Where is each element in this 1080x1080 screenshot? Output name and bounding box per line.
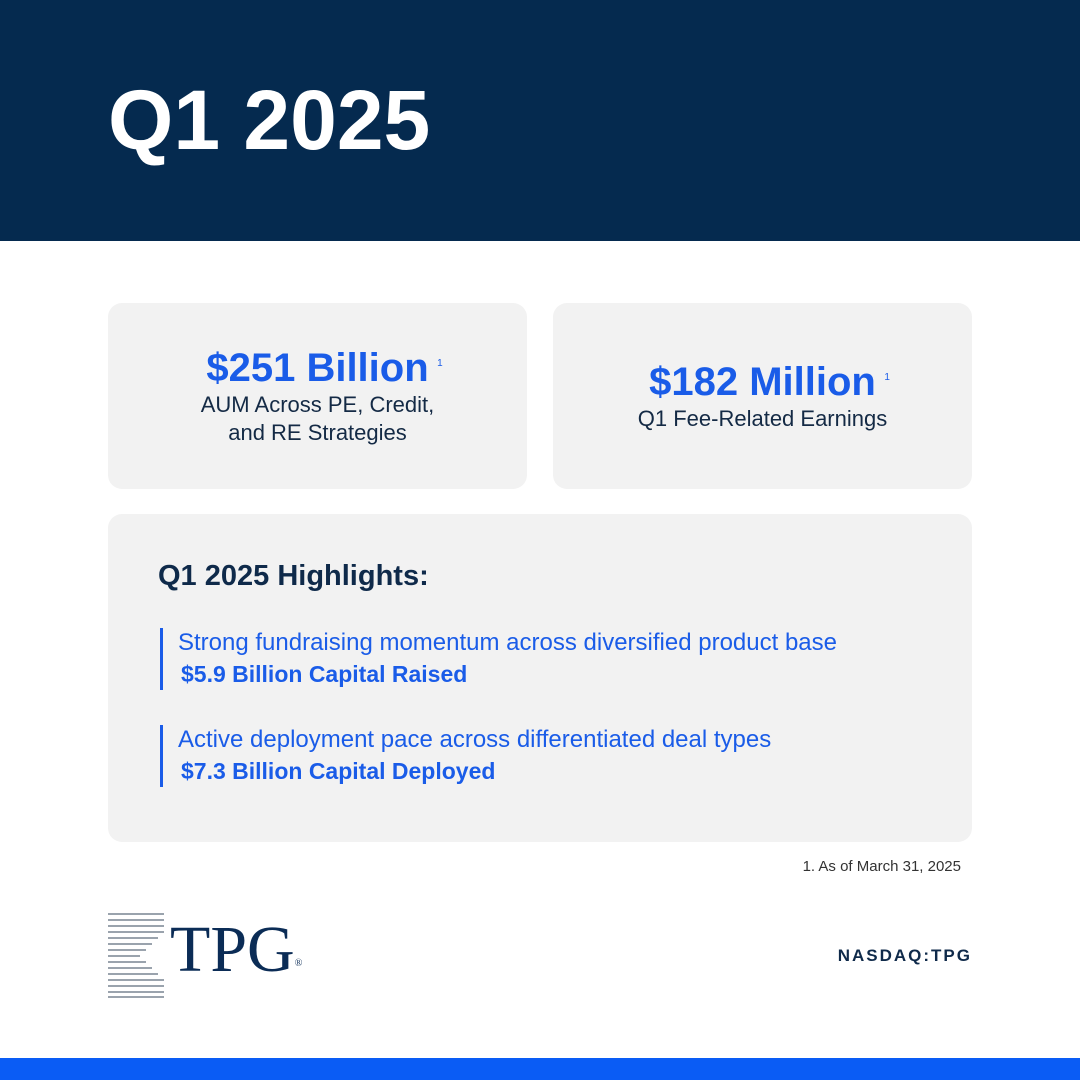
stat-value: $182 Million 1 bbox=[649, 359, 890, 405]
highlights-title: Q1 2025 Highlights: bbox=[158, 560, 429, 592]
highlight-item: Strong fundraising momentum across diver… bbox=[160, 628, 837, 690]
highlights-card bbox=[108, 514, 972, 842]
highlight-figure: $5.9 Billion Capital Raised bbox=[181, 661, 468, 687]
highlight-figure: $7.3 Billion Capital Deployed bbox=[181, 758, 496, 784]
stat-label: and RE Strategies bbox=[228, 420, 407, 445]
stat-card: $182 Million 1 Q1 Fee-Related Earnings bbox=[553, 303, 972, 489]
bottom-bar bbox=[0, 1058, 1080, 1080]
logo-stripes bbox=[108, 913, 164, 998]
logo-mark: ® bbox=[294, 958, 303, 969]
footnote: 1. As of March 31, 2025 bbox=[802, 858, 961, 875]
highlight-text: Active deployment pace across differenti… bbox=[178, 726, 772, 753]
stat-label: Q1 Fee-Related Earnings bbox=[637, 406, 888, 431]
title: Q1 2025 bbox=[108, 73, 431, 167]
footnote-ref: 1 bbox=[884, 372, 890, 383]
stat-label: AUM Across PE, Credit, bbox=[200, 392, 435, 417]
logo-text: TPG bbox=[170, 913, 295, 986]
ticker: NASDAQ:TPG bbox=[837, 946, 972, 965]
logo: TPG® bbox=[170, 912, 302, 988]
stat-value-text: $251 Billion bbox=[206, 346, 429, 390]
highlight-text: Strong fundraising momentum across diver… bbox=[178, 629, 837, 656]
header bbox=[0, 0, 1080, 241]
stat-value: $251 Billion 1 bbox=[206, 345, 442, 391]
footnote-ref: 1 bbox=[437, 358, 443, 369]
stat-value-text: $182 Million bbox=[649, 360, 876, 404]
stat-card: $251 Billion 1 AUM Across PE, Credit, and… bbox=[108, 303, 527, 489]
highlight-item: Active deployment pace across differenti… bbox=[160, 725, 771, 787]
